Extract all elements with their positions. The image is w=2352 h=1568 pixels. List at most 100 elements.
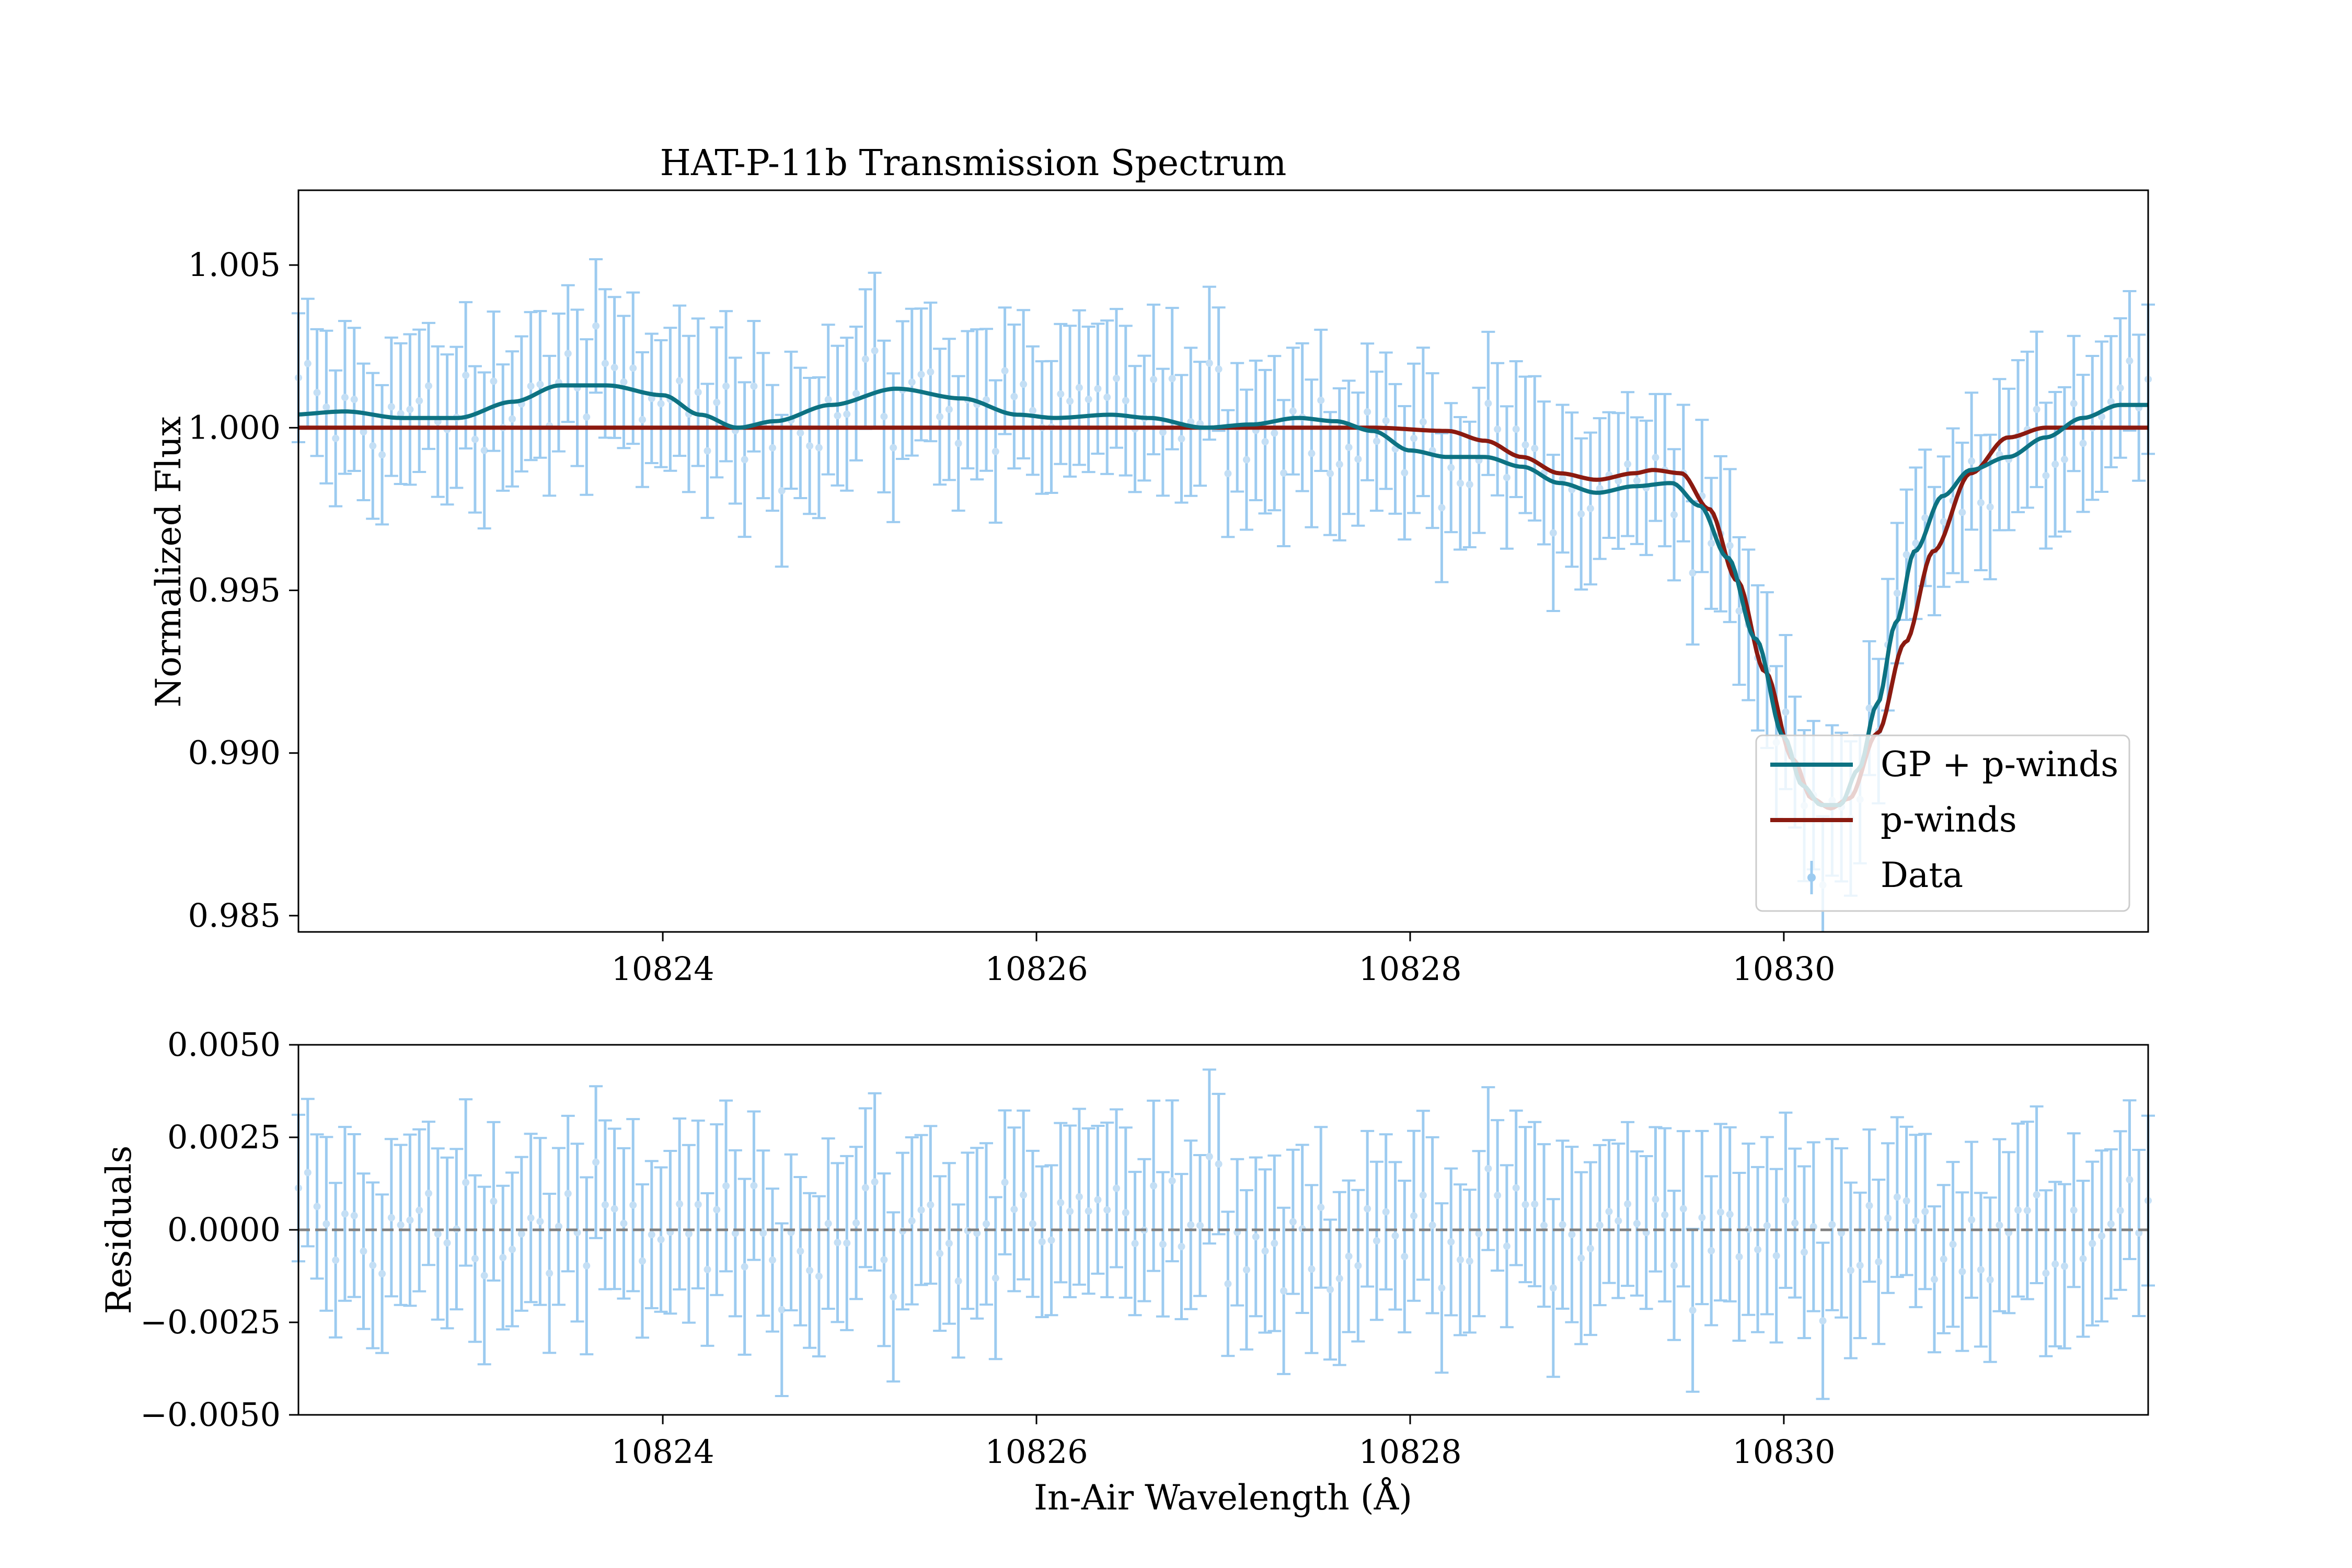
residual-marker [1001, 1179, 1009, 1186]
residual-marker [713, 1206, 721, 1214]
data-point [487, 310, 501, 452]
residual-point [1072, 1108, 1086, 1286]
residual-marker [1466, 1257, 1473, 1265]
data-marker [1401, 469, 1409, 477]
data-point [636, 351, 650, 488]
data-point [310, 328, 324, 457]
residual-point [2057, 1183, 2071, 1350]
data-point [580, 338, 594, 496]
data-point [1630, 416, 1644, 545]
data-point [1351, 391, 1365, 527]
residual-point [1351, 1189, 1365, 1343]
data-marker [1577, 510, 1585, 518]
residual-point [1853, 1191, 1867, 1340]
data-marker [991, 447, 999, 455]
residual-marker [332, 1256, 340, 1264]
residual-marker [1977, 1266, 1985, 1274]
data-marker [1586, 504, 1594, 512]
residual-marker [490, 1197, 498, 1205]
residual-marker [1010, 1205, 1018, 1213]
legend-data-marker [1807, 873, 1816, 882]
residual-point [710, 1123, 724, 1296]
data-point [1936, 455, 1951, 588]
data-marker [369, 442, 377, 450]
residual-point [886, 1211, 901, 1383]
data-marker [1020, 381, 1028, 388]
residual-marker [1847, 1266, 1854, 1274]
data-marker [462, 372, 470, 379]
data-point [933, 348, 947, 486]
residual-marker [1949, 1240, 1957, 1248]
residual-point [403, 1133, 417, 1307]
data-point [1732, 536, 1746, 686]
data-point [821, 324, 835, 476]
data-point [1081, 326, 1096, 474]
residual-point [487, 1121, 501, 1282]
residual-point [533, 1137, 547, 1306]
data-point [1667, 448, 1681, 582]
residual-point [1555, 1139, 1570, 1310]
residual-marker [1828, 1221, 1836, 1229]
data-point [598, 288, 612, 439]
residual-marker [1893, 1193, 1901, 1201]
residual-point [1676, 1130, 1690, 1288]
top-y-tick-label: 1.005 [188, 246, 281, 284]
data-point [858, 288, 872, 430]
residual-marker [322, 1220, 330, 1228]
data-marker [332, 434, 340, 442]
residual-marker [517, 1230, 525, 1238]
residual-marker [1261, 1247, 1269, 1255]
data-marker [1317, 396, 1325, 404]
residual-point [2030, 1105, 2044, 1284]
residual-point [737, 1178, 752, 1356]
residual-marker [620, 1219, 628, 1227]
data-marker [722, 382, 730, 390]
residual-point [1444, 1167, 1458, 1317]
residual-marker [1986, 1276, 1994, 1284]
data-marker [1968, 457, 1976, 465]
data-point [1398, 405, 1412, 541]
residual-marker [313, 1203, 321, 1210]
residual-marker [592, 1158, 600, 1166]
residual-point [1983, 1196, 1997, 1363]
data-marker [490, 377, 498, 385]
residual-marker [1958, 1267, 1966, 1275]
residual-point [1779, 1111, 1793, 1289]
data-marker [908, 378, 916, 386]
data-marker [824, 396, 832, 403]
residual-point [644, 1160, 659, 1309]
data-point [1239, 388, 1253, 531]
data-marker [1456, 479, 1464, 487]
residual-point [821, 1137, 835, 1310]
data-marker [2070, 400, 2078, 408]
residual-point [1788, 1147, 1802, 1299]
residual-marker [1494, 1192, 1502, 1200]
residual-marker [2135, 1229, 2143, 1237]
residual-point [1918, 1133, 1932, 1290]
residual-point [2104, 1148, 2118, 1300]
data-marker [2079, 440, 2087, 447]
residual-point [2095, 1149, 2109, 1323]
residual-point [858, 1107, 872, 1269]
data-marker [1419, 418, 1427, 426]
residual-point [831, 1162, 845, 1323]
data-point [2048, 390, 2062, 538]
data-point [728, 356, 742, 505]
residual-marker [797, 1247, 804, 1255]
residual-marker [610, 1205, 618, 1213]
data-point [626, 291, 640, 445]
residual-point [1277, 1206, 1291, 1375]
residual-point [301, 1098, 315, 1248]
data-marker [2051, 460, 2059, 468]
data-point [849, 325, 863, 462]
residual-point [1147, 1099, 1161, 1272]
residual-marker [555, 1223, 562, 1230]
residual-point [1872, 1178, 1886, 1345]
residual-marker [1568, 1230, 1576, 1238]
data-marker [1215, 365, 1223, 373]
data-point [1416, 347, 1430, 498]
residual-marker [1512, 1184, 1520, 1192]
residual-marker [509, 1246, 516, 1253]
data-marker [797, 429, 804, 437]
